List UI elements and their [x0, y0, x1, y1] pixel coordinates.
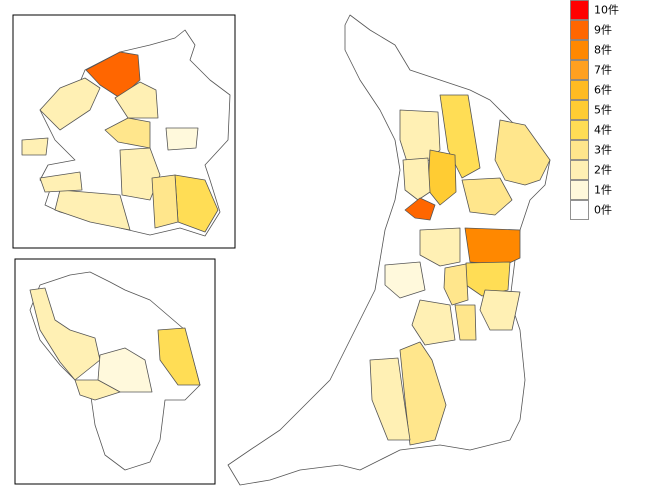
legend-swatch: [570, 200, 589, 220]
inset-frame: [14, 258, 216, 485]
legend-swatch: [570, 60, 589, 80]
legend-swatch: [570, 80, 589, 100]
region: [402, 157, 431, 201]
legend-swatch: [570, 140, 589, 160]
legend-swatch: [570, 100, 589, 120]
legend-label: 10件: [594, 4, 619, 17]
legend-label: 5件: [594, 104, 612, 117]
legend-label: 7件: [594, 64, 612, 77]
legend-swatch: [570, 0, 589, 20]
region: [29, 287, 101, 381]
region: [461, 177, 513, 216]
legend-label: 4件: [594, 124, 612, 137]
region: [494, 119, 551, 186]
legend-swatch: [570, 120, 589, 140]
region: [443, 263, 469, 306]
map-regions: [21, 14, 551, 486]
legend-swatch: [570, 180, 589, 200]
region: [157, 327, 201, 386]
region: [104, 117, 151, 149]
region: [39, 171, 83, 193]
region: [454, 304, 477, 341]
legend: 10件 9件 8件 7件 6件 5件 4件 3件 2件 1件 0件: [570, 0, 619, 220]
region: [74, 379, 121, 401]
region: [54, 189, 131, 231]
legend-label: 9件: [594, 24, 612, 37]
legend-label: 6件: [594, 84, 612, 97]
legend-label: 3件: [594, 144, 612, 157]
legend-label: 8件: [594, 44, 612, 57]
legend-swatch: [570, 20, 589, 40]
region: [439, 94, 481, 179]
region: [464, 227, 521, 266]
region: [384, 261, 426, 299]
legend-swatch: [570, 160, 589, 180]
region: [21, 137, 49, 156]
inset-frame: [12, 14, 236, 249]
region: [165, 127, 199, 151]
legend-label: 0件: [594, 204, 612, 217]
region: [369, 357, 411, 441]
region: [39, 77, 101, 131]
region: [419, 227, 461, 267]
region: [399, 341, 447, 446]
region: [151, 174, 179, 229]
region: [85, 51, 141, 99]
region: [411, 299, 456, 346]
legend-label: 1件: [594, 184, 612, 197]
region: [404, 197, 436, 221]
region: [479, 289, 521, 331]
region: [114, 81, 159, 119]
legend-label: 2件: [594, 164, 612, 177]
legend-swatch: [570, 40, 589, 60]
